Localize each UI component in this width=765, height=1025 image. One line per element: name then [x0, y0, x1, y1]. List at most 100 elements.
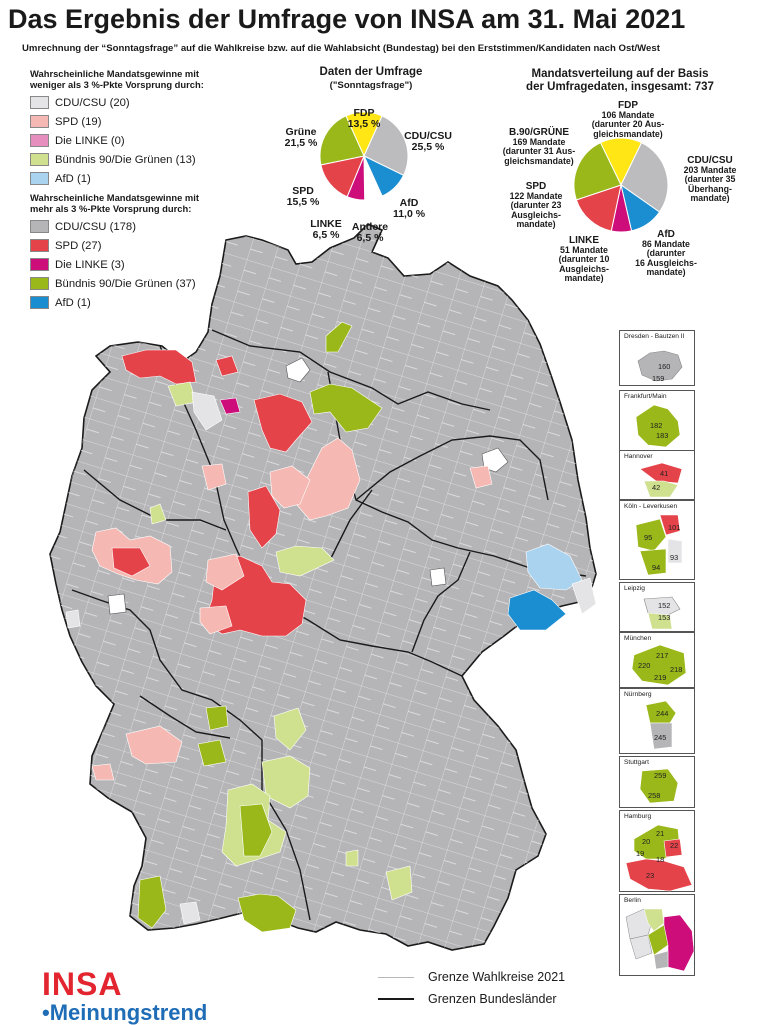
legend-weak-label: Die LINKE (0) — [55, 134, 125, 147]
legend-strong-header-line1: Wahrscheinliche Mandatsgewinne mit — [30, 192, 199, 203]
legend-weak-item: CDU/CSU (20) — [30, 93, 270, 112]
inset-muenchen-num-220: 220 — [638, 661, 651, 670]
poll-label-afd-pct: 11,0 % — [392, 208, 426, 220]
legend-weak-label: Bündnis 90/Die Grünen (13) — [55, 153, 196, 166]
poll-label-afd-party: AfD — [399, 197, 419, 209]
poll-pie-slice — [363, 115, 409, 177]
inset-hannover-label: Hannover — [624, 453, 653, 460]
seat-label-gruene-l1: 169 Mandate — [512, 136, 566, 147]
inset-frankfurt-num-183: 183 — [656, 431, 669, 440]
poll-label-fdp-party: FDP — [353, 107, 375, 119]
inset-koeln-num-94: 94 — [652, 563, 661, 572]
seat-label-gruene: B.90/GRÜNE 169 Mandate (darunter 31 Aus-… — [494, 128, 584, 166]
legend-weak-label: CDU/CSU (20) — [55, 96, 130, 109]
legend-strong-swatch — [30, 220, 49, 233]
legend-strong-swatch — [30, 277, 49, 290]
legend-strong-swatch — [30, 258, 49, 271]
germany-landmass — [49, 223, 597, 951]
inset-koeln-num-93: 93 — [670, 553, 679, 562]
insa-logo-wordmark: INSA — [42, 966, 123, 1002]
poll-pie-chart — [319, 111, 409, 201]
legend-weak-item: AfD (1) — [30, 169, 270, 188]
inset-dresden-label: Dresden - Bautzen II — [624, 333, 685, 340]
inset-hannover-num-42: 42 — [652, 483, 661, 492]
legend-strong-item: Bündnis 90/Die Grünen (37) — [30, 274, 270, 293]
inset-muenchen: München 217 220 218 219 — [619, 632, 695, 688]
legend-strong-header-line2: mehr als 3 %-Pkte Vorsprung durch: — [30, 203, 192, 214]
seat-label-linke-l2: (darunter 10 — [558, 254, 610, 265]
inset-frankfurt: Frankfurt/Main 182 183 — [619, 390, 695, 452]
seat-label-spd-l2: (darunter 23 — [510, 200, 562, 211]
legend-weak-header-line1: Wahrscheinliche Mandatsgewinne mit — [30, 68, 199, 79]
legend-weak-swatch — [30, 96, 49, 109]
seat-pie-title: Mandatsverteilung auf der Basis der Umfr… — [508, 68, 732, 94]
inset-stuttgart: Stuttgart 259 258 — [619, 756, 695, 808]
inset-nuernberg-num-244: 244 — [656, 709, 669, 718]
seat-distribution-pie-chart — [573, 137, 669, 233]
legend-wahlkreis-border: Grenze Wahlkreise 2021 — [378, 966, 565, 988]
inset-dresden-num-159: 159 — [652, 374, 665, 383]
inset-hannover: Hannover 41 42 — [619, 450, 695, 500]
seat-label-cdu-l4: mandate) — [690, 193, 730, 204]
inset-koeln-num-101: 101 — [668, 523, 681, 532]
inset-nuernberg-label: Nürnberg — [624, 691, 652, 698]
legend-strong-list: CDU/CSU (178) SPD (27) Die LINKE (3) Bündni… — [30, 217, 270, 312]
legend-weak-label: SPD (19) — [55, 115, 102, 128]
poll-label-cdu-party: CDU/CSU — [404, 130, 452, 142]
inset-nuernberg-num-245: 245 — [654, 733, 667, 742]
inset-hamburg-num-22: 22 — [670, 841, 679, 850]
legend-strong-label: Die LINKE (3) — [55, 258, 125, 271]
seat-label-gruene-l2: (darunter 31 Aus- — [502, 146, 576, 157]
seat-label-cdu-l3: Überhang- — [688, 183, 732, 194]
legend-weak-header-line2: weniger als 3 %-Pkte Vorsprung durch: — [30, 79, 204, 90]
inset-dresden: Dresden - Bautzen II 160 159 — [619, 330, 695, 386]
page-subtitle: Umrechnung der “Sonntagsfrage” auf die W… — [22, 43, 660, 54]
legend-strong-item: Die LINKE (3) — [30, 255, 270, 274]
legend-strong-swatch — [30, 296, 49, 309]
seat-label-afd: AfD 86 Mandate (darunter 16 Ausgleichs- … — [628, 230, 704, 278]
seat-pie-title-line1: Mandatsverteilung auf der Basis — [531, 68, 709, 80]
seat-label-afd-l2: (darunter — [646, 248, 686, 259]
seat-label-spd: SPD 122 Mandate (darunter 23 Ausgleichs-… — [496, 182, 576, 230]
page-title: Das Ergebnis der Umfrage von INSA am 31.… — [8, 4, 686, 34]
inset-hannover-num-41: 41 — [660, 469, 669, 478]
inset-leipzig: Leipzig 152 153 — [619, 582, 695, 632]
poll-label-gruene-party: Grüne — [285, 126, 317, 138]
seat-gain-legend: Wahrscheinliche Mandatsgewinne mit wenig… — [30, 68, 270, 312]
state-border-label: Grenzen Bundesländer — [428, 992, 557, 1006]
poll-label-linke-party: LINKE — [310, 218, 342, 230]
poll-label-andere-party: Andere — [351, 221, 389, 233]
inset-hamburg-num-23: 23 — [646, 871, 655, 880]
inset-stuttgart-num-259: 259 — [654, 771, 667, 780]
poll-label-linke: LINKE 6,5 % — [301, 219, 351, 241]
insa-logo: INSA •Meinungstrend — [42, 968, 207, 1025]
seat-label-spd-l0: SPD — [525, 181, 547, 192]
poll-label-spd-party: SPD — [292, 185, 314, 197]
poll-label-linke-pct: 6,5 % — [312, 229, 340, 241]
seat-label-fdp-l0: FDP — [618, 100, 638, 111]
poll-pie-title-line1: Daten der Umfrage — [319, 66, 423, 78]
inset-dresden-num-160: 160 — [658, 362, 671, 371]
legend-weak-swatch — [30, 115, 49, 128]
legend-weak-swatch — [30, 172, 49, 185]
inset-leipzig-num-152: 152 — [658, 601, 671, 610]
inset-hamburg-num-20: 20 — [642, 837, 651, 846]
inset-hamburg-label: Hamburg — [624, 813, 652, 820]
seat-label-spd-l4: mandate) — [516, 219, 556, 230]
poll-pie-slice — [319, 115, 365, 166]
poll-label-cdu-pct: 25,5 % — [411, 141, 445, 153]
seat-label-afd-l0: AfD — [657, 229, 675, 240]
wahlkreis-line-swatch — [378, 976, 414, 978]
inset-berlin: Berlin — [619, 894, 695, 976]
inset-stuttgart-label: Stuttgart — [624, 759, 649, 766]
legend-weak-item: Bündnis 90/Die Grünen (13) — [30, 150, 270, 169]
seat-label-linke-l0: LINKE — [569, 235, 599, 246]
legend-weak-list: CDU/CSU (20) SPD (19) Die LINKE (0) Bündnis… — [30, 93, 270, 188]
seat-pie-slice — [620, 142, 669, 213]
inset-muenchen-label: München — [624, 635, 652, 642]
legend-strong-label: AfD (1) — [55, 296, 91, 309]
meinungstrend-wordmark: •Meinungstrend — [42, 1000, 208, 1025]
poll-label-andere-pct: 6,5 % — [356, 232, 384, 244]
inset-hamburg-num-21: 21 — [656, 829, 665, 838]
